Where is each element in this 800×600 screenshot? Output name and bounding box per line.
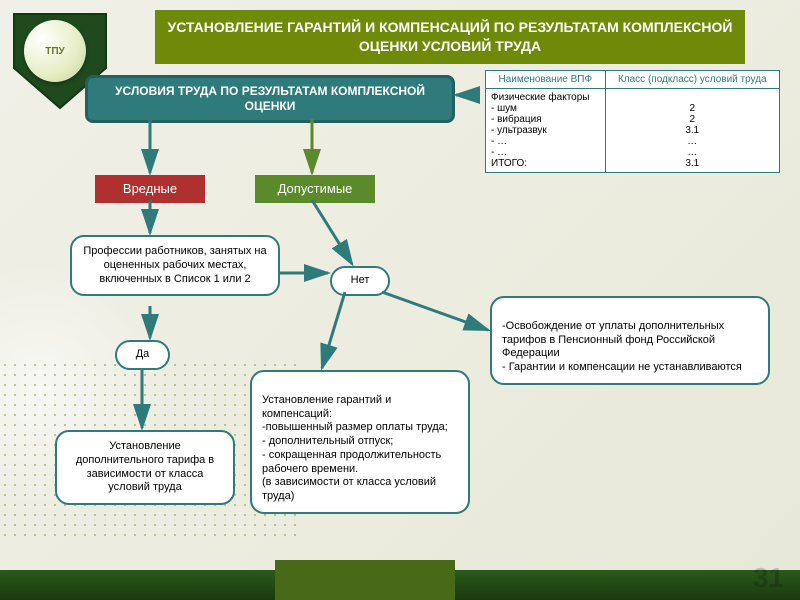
subtitle-text: УСЛОВИЯ ТРУДА ПО РЕЗУЛЬТАТАМ КОМПЛЕКСНОЙ… (115, 84, 425, 113)
yes-node: Да (115, 340, 170, 370)
additional-tariff-box: Установление дополнительного тарифа в за… (55, 430, 235, 505)
subtitle-box: УСЛОВИЯ ТРУДА ПО РЕЗУЛЬТАТАМ КОМПЛЕКСНОЙ… (85, 75, 455, 123)
table-header: Класс (подкласс) условий труда (605, 71, 779, 89)
table-header: Наименование ВПФ (486, 71, 606, 89)
university-emblem: ТПУ (24, 20, 86, 82)
guarantees-box: Установление гарантий и компенсаций: -по… (250, 370, 470, 514)
no-node: Нет (330, 266, 390, 296)
bottom-bar (0, 570, 800, 600)
vpf-table: Наименование ВПФ Класс (подкласс) услови… (485, 70, 780, 173)
professions-box: Профессии работников, занятых на оцененн… (70, 235, 280, 296)
main-title: УСТАНОВЛЕНИЕ ГАРАНТИЙ И КОМПЕНСАЦИЙ ПО Р… (155, 10, 745, 64)
page-number: 31 (753, 562, 784, 594)
table-row: Физические факторы - шум - вибрация - ул… (486, 89, 780, 173)
harmful-node: Вредные (95, 175, 205, 203)
acceptable-node: Допустимые (255, 175, 375, 203)
exemption-box: -Освобождение от уплаты дополнительных т… (490, 296, 770, 385)
table-header-row: Наименование ВПФ Класс (подкласс) услови… (486, 71, 780, 89)
